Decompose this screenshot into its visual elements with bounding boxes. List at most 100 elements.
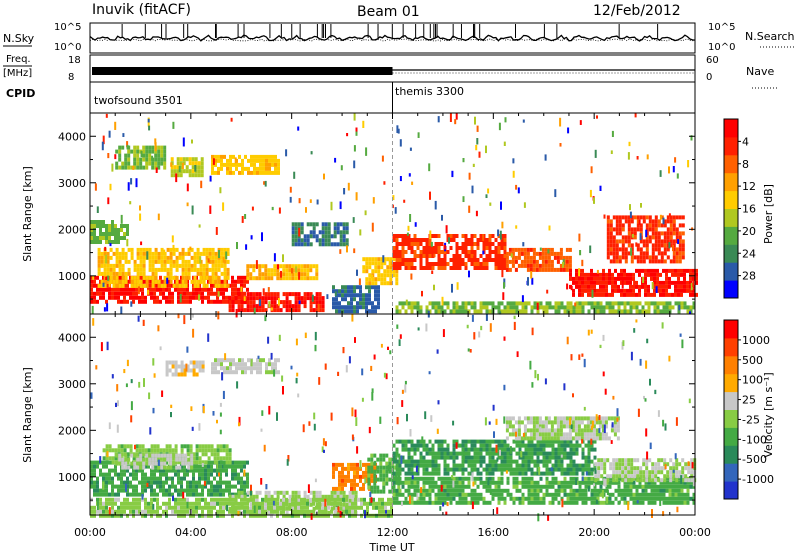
data-cell: [220, 255, 224, 260]
data-cell: [554, 451, 558, 456]
data-cell: [151, 165, 155, 170]
scatter-cell: [659, 214, 662, 220]
data-cell: [669, 259, 673, 264]
scatter-cell: [207, 258, 210, 263]
data-cell: [291, 264, 295, 269]
data-cell: [565, 247, 569, 252]
data-cell: [392, 266, 396, 270]
data-cell: [624, 259, 628, 264]
data-cell: [359, 486, 362, 491]
data-cell: [223, 255, 227, 260]
data-cell: [614, 268, 617, 273]
data-cell: [523, 436, 527, 441]
data-cell: [398, 463, 402, 468]
data-cell: [175, 259, 179, 264]
data-cell: [674, 480, 678, 485]
data-cell: [118, 283, 122, 288]
data-cell: [473, 459, 477, 464]
data-cell: [511, 428, 515, 433]
data-cell: [148, 157, 152, 162]
data-cell: [153, 480, 156, 485]
data-cell: [482, 246, 486, 250]
data-cell: [464, 467, 468, 472]
data-cell: [178, 453, 182, 458]
data-cell: [362, 305, 365, 310]
data-cell: [189, 444, 193, 449]
data-cell: [545, 309, 549, 314]
data-cell: [171, 448, 175, 453]
data-cell: [508, 420, 512, 425]
data-cell: [124, 153, 128, 158]
data-cell: [515, 459, 519, 464]
data-cell: [133, 275, 137, 280]
data-cell: [132, 472, 135, 477]
data-cell: [228, 300, 232, 305]
data-cell: [530, 439, 534, 444]
data-cell: [270, 276, 274, 281]
data-cell: [392, 476, 396, 481]
scatter-cell: [499, 230, 502, 240]
data-cell: [653, 500, 657, 505]
data-cell: [521, 459, 525, 464]
data-cell: [273, 296, 277, 301]
scatter-cell: [372, 197, 375, 204]
data-cell: [177, 299, 180, 304]
data-cell: [222, 488, 225, 493]
data-cell: [115, 271, 119, 276]
data-cell: [376, 469, 380, 474]
data-cell: [434, 301, 438, 306]
data-cell: [419, 250, 423, 254]
data-cell: [243, 494, 247, 499]
data-cell: [102, 232, 105, 236]
data-cell: [367, 469, 371, 474]
data-cell: [503, 250, 507, 254]
data-cell: [211, 251, 215, 256]
data-cell: [455, 492, 459, 497]
scatter-cell: [200, 180, 203, 189]
data-cell: [464, 238, 468, 242]
data-cell: [141, 448, 145, 453]
data-cell: [190, 457, 194, 462]
data-cell: [173, 169, 177, 174]
data-cell: [635, 496, 639, 501]
data-cell: [626, 301, 630, 306]
data-cell: [189, 492, 192, 497]
data-cell: [512, 480, 516, 485]
data-cell: [566, 467, 570, 472]
data-cell: [225, 444, 229, 449]
data-cell: [335, 289, 338, 294]
data-cell: [112, 283, 116, 288]
data-cell: [237, 279, 240, 284]
data-cell: [105, 488, 108, 493]
data-cell: [136, 267, 140, 272]
data-cell: [401, 301, 405, 306]
data-cell: [587, 439, 591, 444]
data-cell: [270, 272, 274, 277]
data-cell: [376, 485, 380, 490]
data-cell: [243, 283, 246, 288]
data-cell: [240, 476, 243, 481]
data-cell: [416, 459, 420, 464]
data-cell: [121, 251, 125, 256]
data-cell: [179, 173, 183, 178]
data-cell: [590, 471, 594, 476]
data-cell: [689, 484, 693, 489]
data-cell: [541, 420, 545, 425]
data-cell: [627, 239, 631, 244]
data-cell: [196, 279, 200, 284]
data-cell: [160, 153, 164, 158]
scatter-cell: [172, 244, 175, 250]
data-cell: [473, 488, 477, 493]
data-cell: [132, 456, 136, 461]
data-cell: [515, 463, 519, 468]
data-cell: [623, 272, 626, 277]
data-cell: [608, 480, 612, 485]
data-cell: [401, 242, 405, 246]
data-cell: [190, 461, 194, 466]
data-cell: [431, 480, 435, 485]
data-cell: [615, 215, 619, 220]
data-cell: [554, 496, 558, 501]
data-cell: [569, 309, 573, 314]
data-cell: [347, 305, 350, 310]
scatter-cell: [371, 222, 374, 232]
